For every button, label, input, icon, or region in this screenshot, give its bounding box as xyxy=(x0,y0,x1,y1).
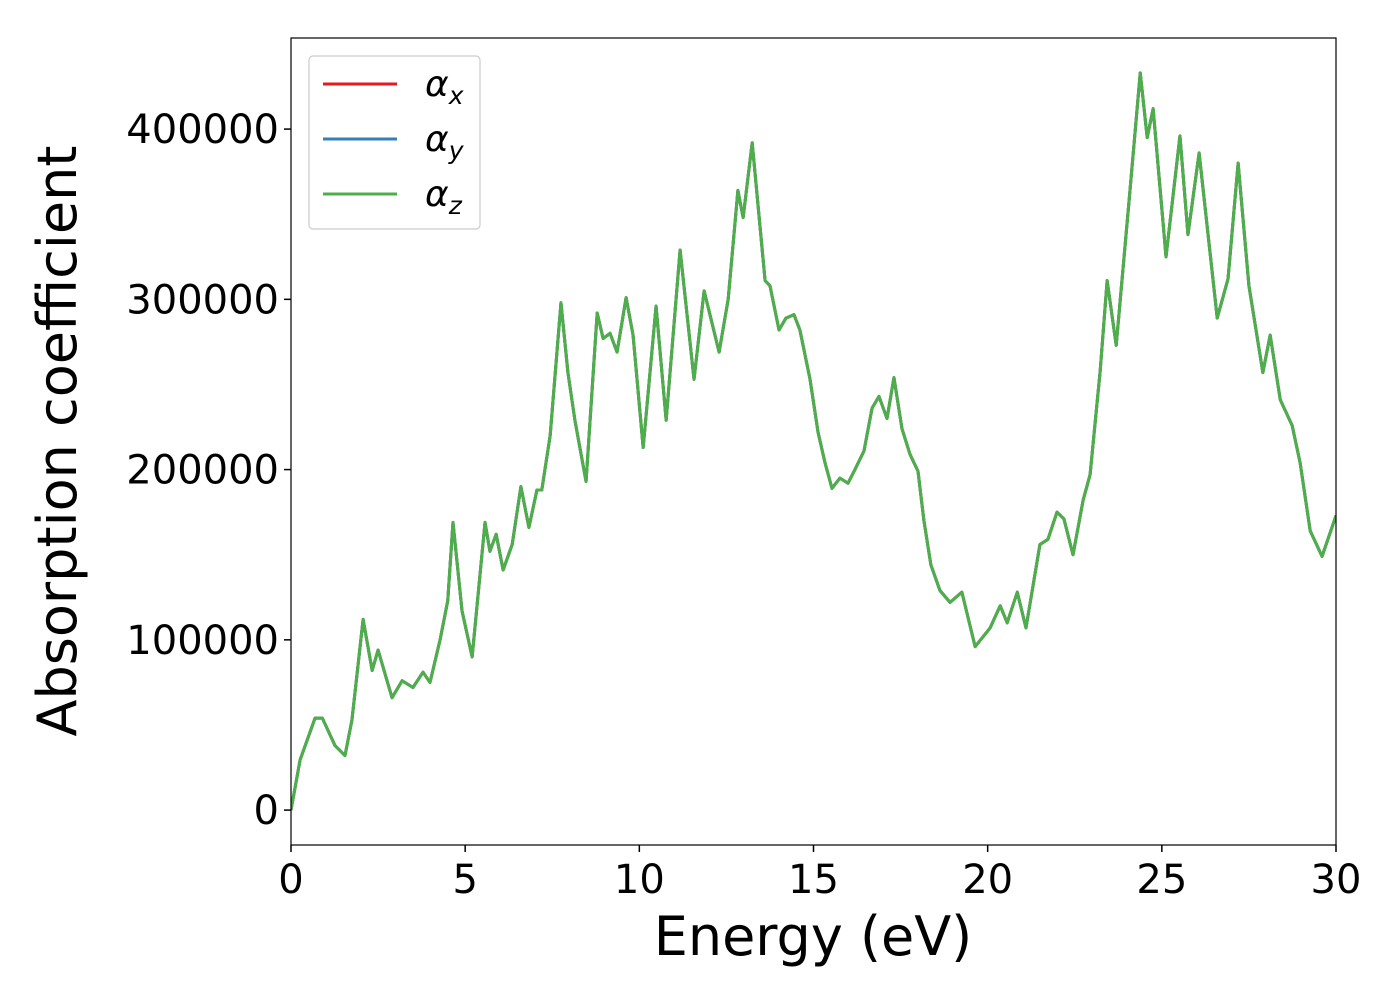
y-tick-label: 0 xyxy=(254,788,279,834)
x-tick-label: 20 xyxy=(962,857,1013,903)
legend-label: αy xyxy=(425,119,465,165)
x-tick-label: 30 xyxy=(1311,857,1362,903)
x-tick-label: 10 xyxy=(614,857,665,903)
y-tick-label: 300000 xyxy=(126,277,279,323)
legend-label: αx xyxy=(425,64,464,110)
x-tick-label: 5 xyxy=(452,857,477,903)
x-tick-label: 15 xyxy=(788,857,839,903)
y-tick-label: 400000 xyxy=(126,107,279,153)
x-tick-label: 25 xyxy=(1136,857,1187,903)
y-axis-label: Absorption coefficient xyxy=(26,146,89,737)
plot-frame xyxy=(290,37,1337,846)
y-tick-label: 100000 xyxy=(126,618,279,664)
plot-lines xyxy=(291,71,1336,811)
legend-box xyxy=(308,55,481,230)
legend-label: αz xyxy=(425,174,463,220)
data-line xyxy=(291,71,1336,811)
x-tick-label: 0 xyxy=(278,857,303,903)
x-axis-label: Energy (eV) xyxy=(654,905,973,968)
y-tick-label: 200000 xyxy=(126,448,279,494)
